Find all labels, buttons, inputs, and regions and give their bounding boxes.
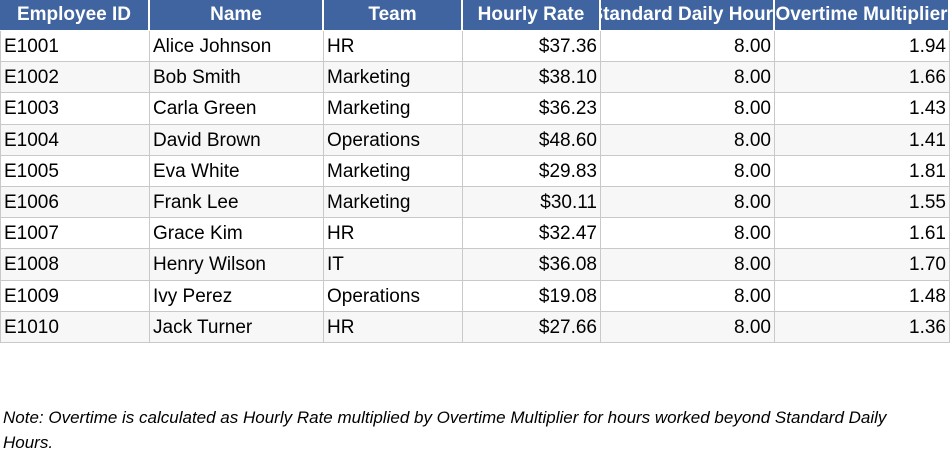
table-cell: 8.00 [601,62,775,94]
table-cell: Marketing [324,93,463,125]
table-cell: Marketing [324,155,463,187]
table-cell: 8.00 [601,93,775,125]
header-cell: Employee ID [0,0,150,31]
header-text: Employee ID [16,4,132,25]
table-cell: $36.08 [463,249,601,281]
header-text: Name [210,4,262,25]
table-cell: 1.70 [775,249,950,281]
table-cell: 1.66 [775,62,950,94]
table-cell: $27.66 [463,311,601,343]
table-cell: 8.00 [601,187,775,219]
table-cell: E1006 [0,187,150,219]
header-cell: Hourly Rate [463,0,601,31]
table-cell: Eva White [150,155,324,187]
header-cell: Overtime Multiplier [775,0,950,31]
table-cell: $38.10 [463,62,601,94]
table-cell: E1004 [0,124,150,156]
table-cell: Ivy Perez [150,280,324,312]
table-cell: $32.47 [463,218,601,250]
table-cell: $19.08 [463,280,601,312]
table-cell: E1001 [0,31,150,63]
table-cell: E1009 [0,280,150,312]
table-cell: HR [324,31,463,63]
table-cell: 1.61 [775,218,950,250]
table-cell: HR [324,218,463,250]
table-cell: 8.00 [601,31,775,63]
table-cell: E1003 [0,93,150,125]
table-cell: 8.00 [601,311,775,343]
table-cell: $29.83 [463,155,601,187]
table-cell: Frank Lee [150,187,324,219]
table-cell: HR [324,311,463,343]
table-cell: $30.11 [463,187,601,219]
table-cell: Jack Turner [150,311,324,343]
table-cell: Operations [324,280,463,312]
table-cell: Grace Kim [150,218,324,250]
table-cell: 1.36 [775,311,950,343]
table-cell: 8.00 [601,124,775,156]
table-cell: $48.60 [463,124,601,156]
table-cell: E1007 [0,218,150,250]
table-cell: 1.41 [775,124,950,156]
header-cell: Name [150,0,324,31]
table-cell: 1.43 [775,93,950,125]
table-cell: Operations [324,124,463,156]
header-text: Hourly Rate [477,4,585,25]
table-cell: E1005 [0,155,150,187]
table-cell: 8.00 [601,155,775,187]
header-text: Standard Daily Hours [601,4,775,25]
table-cell: 8.00 [601,280,775,312]
table-cell: Marketing [324,62,463,94]
table-cell: E1010 [0,311,150,343]
header-cell: Standard Daily Hours [601,0,775,31]
table-cell: Carla Green [150,93,324,125]
header-text: Overtime Multiplier [775,4,948,25]
table-cell: E1008 [0,249,150,281]
note: Note: Overtime is calculated as Hourly R… [3,408,887,452]
header-cell: Team [324,0,463,31]
table-cell: $37.36 [463,31,601,63]
table-cell: $36.23 [463,93,601,125]
table-cell: Alice Johnson [150,31,324,63]
table-cell: Henry Wilson [150,249,324,281]
table-cell: IT [324,249,463,281]
table-cell: 8.00 [601,218,775,250]
table-cell: 1.94 [775,31,950,63]
table-cell: Marketing [324,187,463,219]
header-text: Team [368,4,417,25]
table-cell: 1.55 [775,187,950,219]
table-cell: Bob Smith [150,62,324,94]
table-cell: E1002 [0,62,150,94]
table-cell: 1.81 [775,155,950,187]
table-cell: 1.48 [775,280,950,312]
table-cell: 8.00 [601,249,775,281]
table-cell: David Brown [150,124,324,156]
